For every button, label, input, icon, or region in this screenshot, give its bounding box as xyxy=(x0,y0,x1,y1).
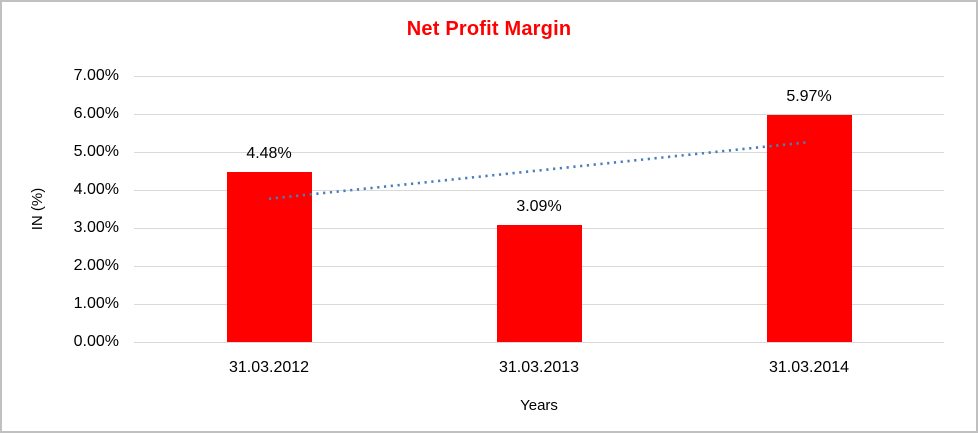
y-tick-label: 0.00% xyxy=(73,333,119,350)
x-tick-label: 31.03.2014 xyxy=(768,359,850,376)
bar xyxy=(496,224,582,342)
chart-title: Net Profit Margin xyxy=(406,18,572,40)
y-tick-label: 2.00% xyxy=(73,257,119,274)
bar-value-label: 4.48% xyxy=(246,144,292,162)
bar-value-label: 3.09% xyxy=(516,197,562,215)
x-tick-label: 31.03.2012 xyxy=(228,359,310,376)
y-tick-label: 3.00% xyxy=(73,219,119,236)
bar-value-label: 5.97% xyxy=(786,88,832,106)
y-tick-label: 1.00% xyxy=(73,295,119,312)
bar xyxy=(226,171,312,342)
y-tick-label: 7.00% xyxy=(73,67,119,84)
x-tick-label: 31.03.2013 xyxy=(498,359,580,376)
bar xyxy=(766,115,852,342)
y-tick-label: 6.00% xyxy=(73,105,119,122)
x-axis-title: Years xyxy=(520,397,558,414)
gridline xyxy=(134,341,944,343)
y-tick-label: 4.00% xyxy=(73,181,119,198)
gridline xyxy=(134,75,944,77)
gridline xyxy=(134,113,944,115)
y-tick-label: 5.00% xyxy=(73,143,119,160)
